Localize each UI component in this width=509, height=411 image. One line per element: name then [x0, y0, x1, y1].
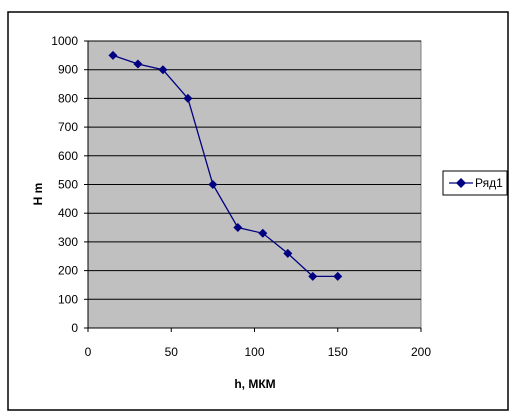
data-point-marker [158, 65, 168, 75]
x-tick-label: 200 [411, 345, 431, 359]
x-tick-label: 0 [85, 345, 92, 359]
data-point-marker [333, 271, 343, 281]
legend-diamond-marker [456, 178, 466, 188]
x-tick-label: 150 [328, 345, 348, 359]
y-tick-label: 900 [58, 63, 78, 77]
data-point-marker [108, 50, 118, 60]
y-tick-label: 500 [58, 178, 78, 192]
data-point-marker [283, 248, 293, 258]
series-group [108, 50, 343, 281]
axes [84, 40, 422, 332]
grid-lines [88, 40, 421, 300]
y-tick-label: 1000 [51, 34, 78, 48]
data-point-marker [183, 93, 193, 103]
x-tick-label: 50 [165, 345, 179, 359]
x-tick-label: 100 [244, 345, 264, 359]
data-point-marker [308, 271, 318, 281]
data-point-marker [233, 223, 243, 233]
y-tick-label: 700 [58, 120, 78, 134]
legend-label: Ряд1 [475, 176, 503, 190]
y-tick-label: 200 [58, 264, 78, 278]
y-tick-label: 0 [71, 321, 78, 335]
y-tick-label: 300 [58, 235, 78, 249]
y-tick-labels: 0 100 200 300 400 500 600 700 800 900 1000 [51, 34, 78, 335]
y-tick-label: 100 [58, 292, 78, 306]
y-tick-label: 400 [58, 206, 78, 220]
y-axis-label: H m [31, 183, 45, 206]
y-tick-label: 800 [58, 91, 78, 105]
series-line [112, 54, 338, 277]
legend: Ряд1 [442, 170, 508, 196]
x-tick-labels: 0 50 100 150 200 [85, 345, 432, 359]
data-point-marker [133, 59, 143, 69]
data-point-marker [258, 228, 268, 238]
y-tick-label: 600 [58, 149, 78, 163]
x-axis-label: h, МКМ [234, 377, 275, 391]
data-point-marker [208, 180, 218, 189]
